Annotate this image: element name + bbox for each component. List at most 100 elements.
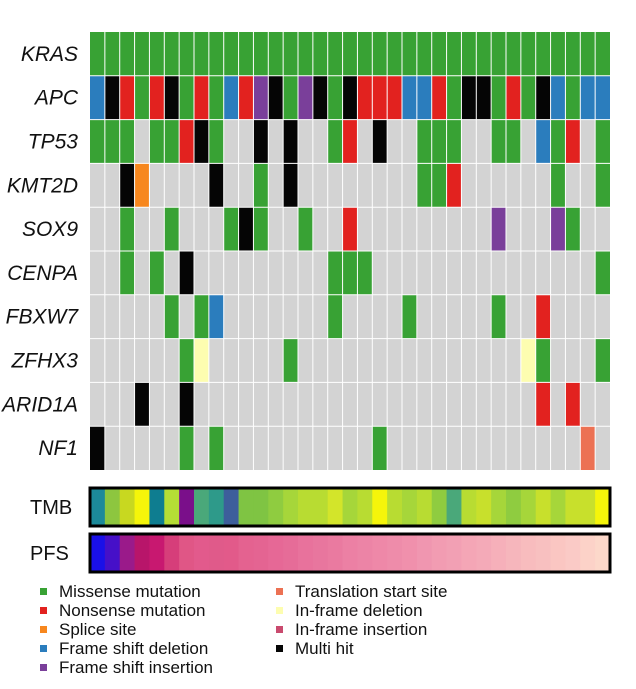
cell-arid1a-33 — [565, 382, 581, 427]
track-label-pfs: PFS — [30, 543, 69, 565]
cell-nf1-27 — [476, 426, 492, 470]
cell-sox9-14 — [283, 207, 298, 251]
legend-item-multi-hit: Multi hit — [276, 639, 447, 658]
track-pfs-cell-29 — [506, 534, 522, 572]
cell-zfhx3-26 — [461, 338, 477, 383]
cell-fbxw7-13 — [268, 294, 284, 339]
cell-sox9-11 — [238, 207, 254, 251]
cell-tp53-24 — [431, 119, 447, 164]
legend-label: Missense mutation — [59, 582, 201, 601]
track-pfs-cell-25 — [446, 534, 462, 572]
cell-kmt2d-34 — [580, 163, 596, 208]
cell-kras-11 — [238, 32, 254, 76]
legend-swatch — [40, 607, 47, 614]
cell-nf1-18 — [342, 426, 358, 470]
legend-swatch — [40, 645, 47, 652]
cell-nf1-33 — [565, 426, 581, 470]
legend-item-missense-mutation: Missense mutation — [40, 582, 213, 601]
legend-swatch — [40, 588, 47, 595]
legend-swatch — [40, 664, 47, 671]
cell-nf1-26 — [461, 426, 477, 470]
track-tmb — [88, 486, 612, 528]
cell-tp53-1 — [90, 119, 105, 164]
cell-arid1a-23 — [416, 382, 432, 427]
cell-cenpa-33 — [565, 251, 581, 295]
cell-fbxw7-20 — [372, 294, 388, 339]
cell-apc-33 — [565, 75, 581, 120]
cell-cenpa-18 — [342, 251, 358, 295]
cell-fbxw7-22 — [402, 294, 417, 339]
legend-label: In-frame deletion — [295, 601, 423, 620]
cell-apc-19 — [357, 75, 373, 120]
cell-kras-4 — [134, 32, 150, 76]
cell-arid1a-30 — [520, 382, 536, 427]
legend-item-frame-shift-insertion: Frame shift insertion — [40, 658, 213, 677]
cell-kmt2d-12 — [253, 163, 269, 208]
cell-fbxw7-9 — [208, 294, 224, 339]
cell-apc-29 — [506, 75, 521, 120]
cell-cenpa-21 — [387, 251, 402, 295]
cell-arid1a-18 — [342, 382, 358, 427]
cell-cenpa-14 — [283, 251, 298, 295]
track-tmb-cell-29 — [506, 488, 522, 526]
cell-kras-23 — [416, 32, 432, 76]
cell-zfhx3-27 — [476, 338, 492, 383]
cell-arid1a-12 — [253, 382, 269, 427]
cell-nf1-8 — [194, 426, 209, 470]
cell-nf1-9 — [208, 426, 224, 470]
cell-cenpa-30 — [520, 251, 536, 295]
cell-zfhx3-35 — [595, 338, 610, 383]
cell-fbxw7-21 — [387, 294, 402, 339]
cell-kras-22 — [402, 32, 417, 76]
cell-cenpa-25 — [446, 251, 462, 295]
legend-item-splice-site: Splice site — [40, 620, 213, 639]
cell-kras-25 — [446, 32, 462, 76]
track-pfs-cell-33 — [565, 534, 581, 572]
cell-sox9-21 — [387, 207, 402, 251]
cell-kras-9 — [208, 32, 224, 76]
track-pfs-cell-22 — [402, 534, 418, 572]
cell-kmt2d-35 — [595, 163, 610, 208]
cell-kmt2d-16 — [312, 163, 328, 208]
cell-tp53-30 — [520, 119, 536, 164]
cell-tp53-32 — [550, 119, 566, 164]
cell-fbxw7-1 — [90, 294, 105, 339]
legend-swatch — [40, 626, 47, 633]
cell-apc-25 — [446, 75, 462, 120]
cell-zfhx3-28 — [491, 338, 506, 383]
cell-sox9-32 — [550, 207, 566, 251]
track-tmb-cell-14 — [283, 488, 299, 526]
cell-kras-1 — [90, 32, 105, 76]
cell-apc-12 — [253, 75, 269, 120]
track-pfs-cell-28 — [491, 534, 507, 572]
cell-cenpa-4 — [134, 251, 150, 295]
cell-sox9-2 — [104, 207, 120, 251]
cell-kras-32 — [550, 32, 566, 76]
cell-sox9-7 — [179, 207, 194, 251]
track-pfs-cell-3 — [119, 534, 135, 572]
cell-kras-19 — [357, 32, 373, 76]
legend-label: Splice site — [59, 620, 137, 639]
cell-fbxw7-27 — [476, 294, 492, 339]
legend-label: Frame shift deletion — [59, 639, 209, 658]
cell-kmt2d-29 — [506, 163, 521, 208]
legend-item-translation-start-site: Translation start site — [276, 582, 447, 601]
cell-kras-35 — [595, 32, 610, 76]
cell-sox9-12 — [253, 207, 269, 251]
cell-fbxw7-5 — [149, 294, 165, 339]
cell-arid1a-10 — [223, 382, 239, 427]
cell-sox9-9 — [208, 207, 224, 251]
track-pfs-cell-4 — [134, 534, 150, 572]
oncoprint-chart: KRAS APC TP53 KMT2D SOX9 CENPA FBXW7 ZFHX3 ARID1… — [0, 32, 612, 574]
cell-kras-16 — [312, 32, 328, 76]
track-tmb-cell-25 — [446, 488, 462, 526]
cell-tp53-11 — [238, 119, 254, 164]
cell-nf1-12 — [253, 426, 269, 470]
legend-item-frame-shift-deletion: Frame shift deletion — [40, 639, 213, 658]
cell-kras-8 — [194, 32, 209, 76]
cell-cenpa-6 — [164, 251, 180, 295]
cell-sox9-26 — [461, 207, 477, 251]
gene-label-tp53: TP53 — [28, 131, 79, 154]
cell-sox9-19 — [357, 207, 373, 251]
cell-zfhx3-9 — [208, 338, 224, 383]
